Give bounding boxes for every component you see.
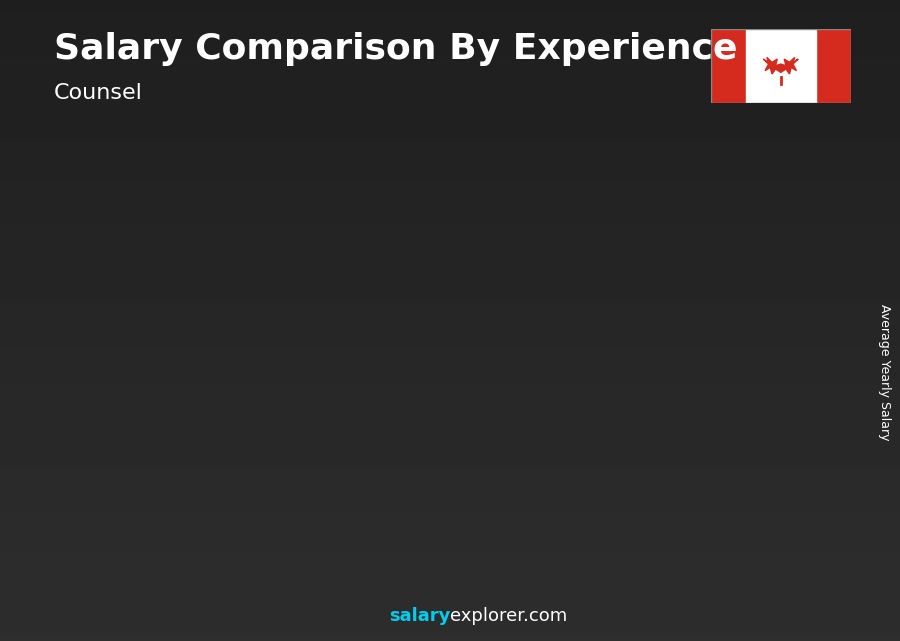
Text: Counsel: Counsel [54,83,143,103]
Text: Average Yearly Salary: Average Yearly Salary [878,304,890,440]
Polygon shape [580,276,644,417]
Polygon shape [335,329,412,339]
Text: salary: salary [389,607,450,625]
Text: 176,000 CAD: 176,000 CAD [332,308,442,326]
Polygon shape [580,417,644,558]
Polygon shape [335,339,399,449]
Polygon shape [276,397,290,558]
Polygon shape [702,404,766,558]
Text: +9%: +9% [650,126,710,149]
Polygon shape [644,264,658,558]
Text: 124,000 CAD: 124,000 CAD [207,376,317,394]
Polygon shape [702,238,780,251]
Polygon shape [335,449,399,558]
Polygon shape [763,58,798,74]
Polygon shape [212,481,276,558]
Text: +22%: +22% [397,186,472,210]
Polygon shape [212,404,276,481]
Text: explorer.com: explorer.com [450,607,567,625]
Text: 89,800 CAD: 89,800 CAD [75,420,174,438]
Polygon shape [399,329,412,558]
Bar [711,29,746,103]
Text: +42%: +42% [274,246,350,270]
Bar [746,29,815,103]
Text: +38%: +38% [151,322,228,347]
Polygon shape [89,502,153,558]
Polygon shape [766,238,780,558]
Polygon shape [212,397,290,404]
Polygon shape [580,264,658,276]
Text: 215,000 CAD: 215,000 CAD [454,258,564,276]
Text: 247,000 CAD: 247,000 CAD [707,217,817,235]
Polygon shape [457,291,521,424]
Polygon shape [89,441,167,446]
Polygon shape [457,424,521,558]
Polygon shape [521,279,535,558]
Bar [815,29,850,103]
Polygon shape [702,251,766,404]
Text: +6%: +6% [527,161,588,185]
Text: Salary Comparison By Experience: Salary Comparison By Experience [54,32,737,66]
Polygon shape [89,446,153,502]
Polygon shape [153,441,167,558]
Polygon shape [457,279,535,291]
Text: 227,000 CAD: 227,000 CAD [578,243,687,261]
